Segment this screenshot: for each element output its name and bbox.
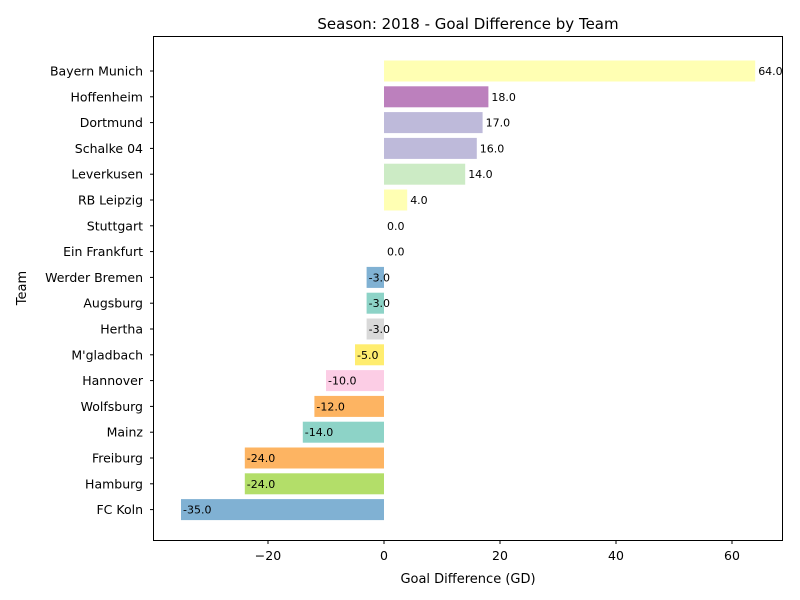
value-label: -24.0 [247, 452, 275, 465]
bar-0 [384, 60, 756, 82]
y-axis-label: Team [15, 271, 30, 306]
chart-title: Season: 2018 - Goal Difference by Team [317, 15, 618, 33]
value-label: 14.0 [468, 168, 493, 181]
value-label: 16.0 [480, 142, 505, 155]
y-tick-label: Augsburg [83, 296, 143, 311]
value-label: -14.0 [305, 426, 333, 439]
x-tick-label: 60 [724, 548, 740, 563]
value-label: -12.0 [316, 400, 344, 413]
bar-3 [384, 137, 477, 159]
y-tick-label: FC Koln [96, 502, 143, 517]
x-tick-label: 20 [492, 548, 508, 563]
bar-4 [384, 163, 466, 185]
value-label: 4.0 [410, 194, 428, 207]
bar-10 [366, 318, 384, 340]
bar-5 [384, 189, 408, 211]
y-tick-label: Stuttgart [87, 218, 143, 233]
x-tick-label: 40 [608, 548, 624, 563]
bar-16 [244, 473, 384, 495]
x-ticks: −20 0 20 40 60 [255, 540, 740, 563]
y-tick-label: Freiburg [92, 451, 143, 466]
y-tick-label: Werder Bremen [45, 270, 143, 285]
bar-2 [384, 112, 483, 134]
value-label: 0.0 [387, 246, 405, 259]
bar-13 [314, 395, 384, 417]
y-tick-label: Schalke 04 [75, 141, 143, 156]
plot-frame [153, 36, 783, 541]
value-label: -3.0 [369, 271, 390, 284]
bar-9 [366, 292, 384, 314]
y-tick-label: Wolfsburg [81, 399, 143, 414]
value-label: 0.0 [387, 220, 405, 233]
bar-17 [181, 499, 384, 521]
y-tick-label: Hamburg [85, 476, 143, 491]
y-tick-label: Hannover [82, 373, 144, 388]
bar-14 [302, 421, 384, 443]
y-tick-label: RB Leipzig [78, 193, 143, 208]
bar-15 [244, 447, 384, 469]
value-label: -24.0 [247, 478, 275, 491]
bar-1 [384, 86, 489, 108]
y-tick-labels: Bayern Munich Hoffenheim Dortmund Schalke 0… [45, 64, 154, 517]
y-tick-label: Dortmund [80, 115, 143, 130]
x-axis-label: Goal Difference (GD) [400, 572, 535, 587]
y-tick-label: Bayern Munich [50, 64, 143, 79]
y-tick-label: Leverkusen [71, 167, 143, 182]
value-label: -10.0 [328, 375, 356, 388]
x-tick-label: 0 [380, 548, 388, 563]
value-label: 17.0 [486, 117, 511, 130]
value-label: -5.0 [357, 349, 378, 362]
value-labels: 64.0 18.0 17.0 16.0 14.0 4.0 0.0 0.0 -3.0 -3.0 -3.… [183, 65, 783, 517]
y-tick-label: Hertha [100, 322, 143, 337]
value-label: 18.0 [491, 91, 516, 104]
value-label: -35.0 [183, 504, 211, 517]
bar-8 [366, 266, 384, 288]
bar-12 [326, 370, 384, 392]
y-tick-label: Ein Frankfurt [63, 244, 143, 259]
y-tick-label: M'gladbach [71, 347, 143, 362]
x-tick-label: −20 [255, 548, 281, 563]
bar-group [181, 60, 756, 521]
y-tick-label: Mainz [107, 425, 144, 440]
bar-11 [355, 344, 384, 366]
value-label: 64.0 [758, 65, 783, 78]
value-label: -3.0 [369, 323, 390, 336]
y-tick-label: Hoffenheim [70, 89, 143, 104]
value-label: -3.0 [369, 297, 390, 310]
